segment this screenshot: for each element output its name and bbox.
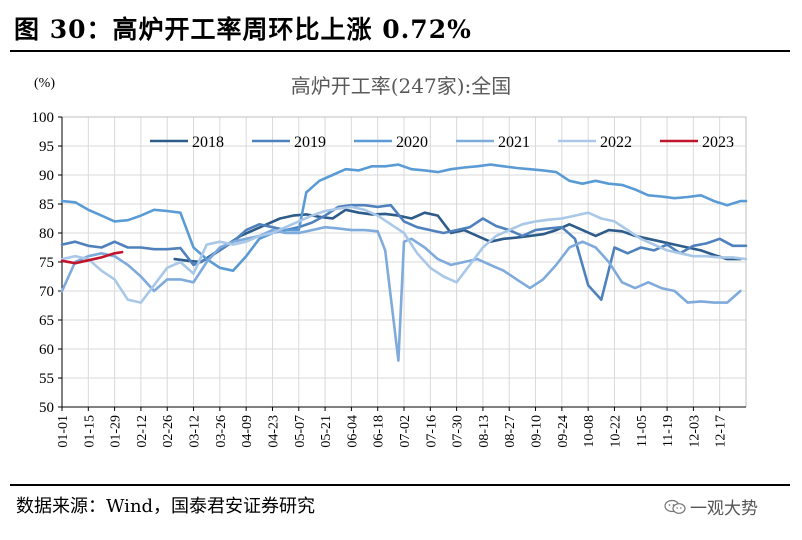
legend-label-2020: 2020 bbox=[396, 134, 428, 151]
title-rule bbox=[10, 50, 790, 52]
x-tick-label: 07-02 bbox=[398, 415, 413, 448]
source-note: 数据来源：Wind，国泰君安证券研究 bbox=[16, 496, 316, 517]
chart-title: 高炉开工率(247家):全国 bbox=[290, 74, 512, 98]
x-tick-label: 02-12 bbox=[135, 415, 150, 448]
y-tick-label: 100 bbox=[32, 110, 55, 126]
legend-label-2021: 2021 bbox=[498, 134, 530, 151]
y-tick-label: 75 bbox=[39, 255, 54, 271]
series-line-2020 bbox=[60, 163, 748, 273]
legend-label-2018: 2018 bbox=[192, 134, 224, 151]
x-tick-label: 09-10 bbox=[530, 415, 545, 448]
x-tick-label: 09-24 bbox=[556, 415, 571, 448]
series-line-2022 bbox=[60, 205, 748, 304]
series-lines bbox=[60, 163, 748, 362]
legend-label-2022: 2022 bbox=[600, 134, 632, 151]
y-tick-label: 80 bbox=[39, 226, 54, 242]
x-tick-label: 06-18 bbox=[372, 415, 387, 448]
x-tick-label: 01-29 bbox=[109, 415, 124, 448]
x-tick-label: 01-15 bbox=[82, 415, 97, 448]
series-line-2023 bbox=[60, 250, 124, 265]
y-tick-label: 60 bbox=[39, 342, 54, 358]
legend: 2018 2019 2020 2021 2022 2023 bbox=[150, 134, 734, 151]
y-tick-label: 65 bbox=[39, 313, 54, 329]
unit-label: (%) bbox=[34, 76, 55, 91]
x-tick-label: 10-08 bbox=[582, 415, 597, 448]
series-line-2018 bbox=[173, 208, 742, 264]
x-tick-label: 10-22 bbox=[608, 415, 623, 448]
x-tick-label: 04-09 bbox=[240, 415, 255, 448]
x-tick-label: 03-26 bbox=[214, 415, 229, 448]
x-tick-label: 07-30 bbox=[451, 415, 466, 448]
x-tick-label: 06-04 bbox=[345, 415, 360, 448]
x-tick-label: 08-13 bbox=[477, 415, 492, 448]
y-tick-labels: 50 55 60 65 70 75 80 85 90 95 100 bbox=[32, 110, 55, 416]
x-tick-label: 12-03 bbox=[687, 415, 702, 448]
y-tick-label: 90 bbox=[39, 168, 54, 184]
source-rule bbox=[10, 484, 790, 486]
watermark-text: 一观大势 bbox=[690, 499, 758, 519]
y-tick-label: 70 bbox=[39, 284, 54, 300]
x-tick-label: 08-27 bbox=[503, 415, 518, 448]
y-tick-label: 85 bbox=[39, 197, 54, 213]
figure-title: 图 30：高炉开工率周环比上涨 0.72% bbox=[14, 15, 472, 44]
chat-bubbles-icon bbox=[664, 499, 686, 514]
x-tick-label: 01-01 bbox=[56, 415, 71, 448]
x-tick-label: 04-23 bbox=[266, 415, 281, 448]
series-line-2021 bbox=[60, 225, 742, 362]
y-tick-label: 50 bbox=[39, 400, 54, 416]
x-tick-label: 05-07 bbox=[293, 415, 308, 448]
x-tick-label: 07-16 bbox=[424, 415, 439, 448]
x-tick-label: 05-21 bbox=[319, 415, 334, 448]
x-tick-label: 12-17 bbox=[714, 415, 729, 448]
watermark: 一观大势 bbox=[664, 494, 758, 519]
x-tick-label: 11-05 bbox=[635, 415, 650, 447]
y-tick-label: 95 bbox=[39, 139, 54, 155]
legend-label-2019: 2019 bbox=[294, 134, 326, 151]
x-tick-label: 02-26 bbox=[161, 415, 176, 448]
x-tick-label: 11-19 bbox=[661, 415, 676, 447]
legend-label-2023: 2023 bbox=[702, 134, 734, 151]
x-tick-label: 03-12 bbox=[188, 415, 203, 448]
y-tick-label: 55 bbox=[39, 371, 54, 387]
series-line-2019 bbox=[60, 203, 748, 302]
x-tick-labels: 01-01 01-15 01-29 02-12 02-26 03-12 03-26 04-09… bbox=[56, 415, 729, 448]
